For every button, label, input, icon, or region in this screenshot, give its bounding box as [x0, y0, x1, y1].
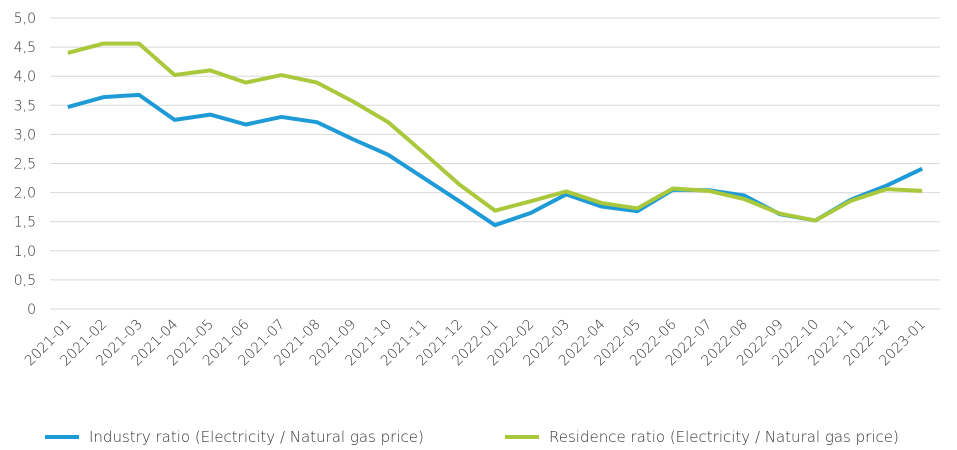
- y-tick-label: 4,0: [14, 69, 36, 85]
- y-tick-label: 4,5: [14, 40, 36, 56]
- y-tick-label: 5,0: [14, 11, 36, 27]
- series-line: [67, 92, 924, 228]
- legend-label: Industry ratio (Electricity / Natural ga…: [89, 428, 424, 446]
- y-tick-label: 0,5: [14, 273, 36, 289]
- y-tick-label: 2,0: [14, 186, 36, 202]
- y-tick-label: 3,5: [14, 98, 36, 114]
- legend-label: Residence ratio (Electricity / Natural g…: [549, 428, 899, 446]
- y-tick-label: 2,5: [14, 157, 36, 173]
- y-tick-label: 1,0: [14, 244, 36, 260]
- y-tick-label: 3,0: [14, 127, 36, 143]
- y-tick-label: 1,5: [14, 215, 36, 231]
- series-line: [67, 41, 923, 223]
- y-tick-label: 0: [27, 302, 36, 318]
